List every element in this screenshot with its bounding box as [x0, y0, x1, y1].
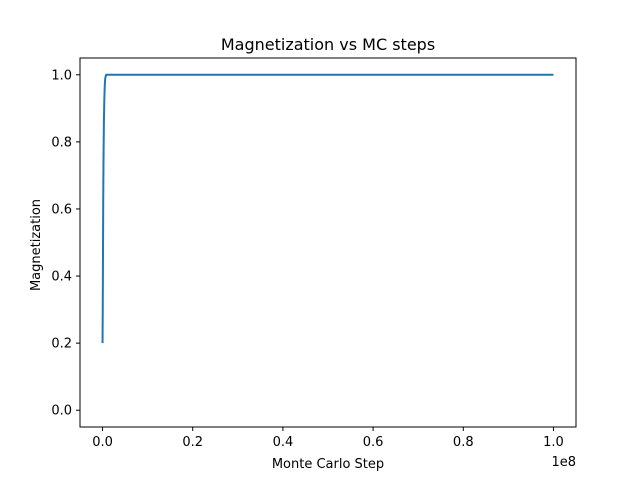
plot-frame	[79, 57, 577, 428]
x-tick-label: 0.8	[453, 435, 474, 450]
y-tick-label: 0.2	[51, 337, 72, 352]
y-tick-label: 0.8	[51, 135, 72, 150]
x-tick-label: 0.6	[363, 435, 384, 450]
chart-title: Magnetization vs MC steps	[221, 35, 435, 54]
series-line-0	[101, 73, 554, 344]
x-tick-label: 1.0	[543, 435, 564, 450]
x-tick-label: 0.2	[182, 435, 203, 450]
y-axis: 0.0 0.2 0.4 0.6 0.8 1.0	[51, 68, 80, 419]
y-tick-label: 0.0	[51, 404, 72, 419]
y-tick-label: 0.6	[51, 202, 72, 217]
x-axis: 0.0 0.2 0.4 0.6 0.8 1.0	[92, 427, 564, 450]
x-tick-label: 0.0	[92, 435, 113, 450]
y-tick-label: 0.4	[51, 270, 72, 285]
x-tick-label: 0.4	[273, 435, 294, 450]
x-axis-offset-label: 1e8	[551, 455, 576, 470]
x-axis-label: Monte Carlo Step	[272, 457, 384, 472]
plot-area	[101, 73, 554, 344]
y-tick-label: 1.0	[51, 68, 72, 83]
y-axis-label: Magnetization	[29, 199, 44, 291]
